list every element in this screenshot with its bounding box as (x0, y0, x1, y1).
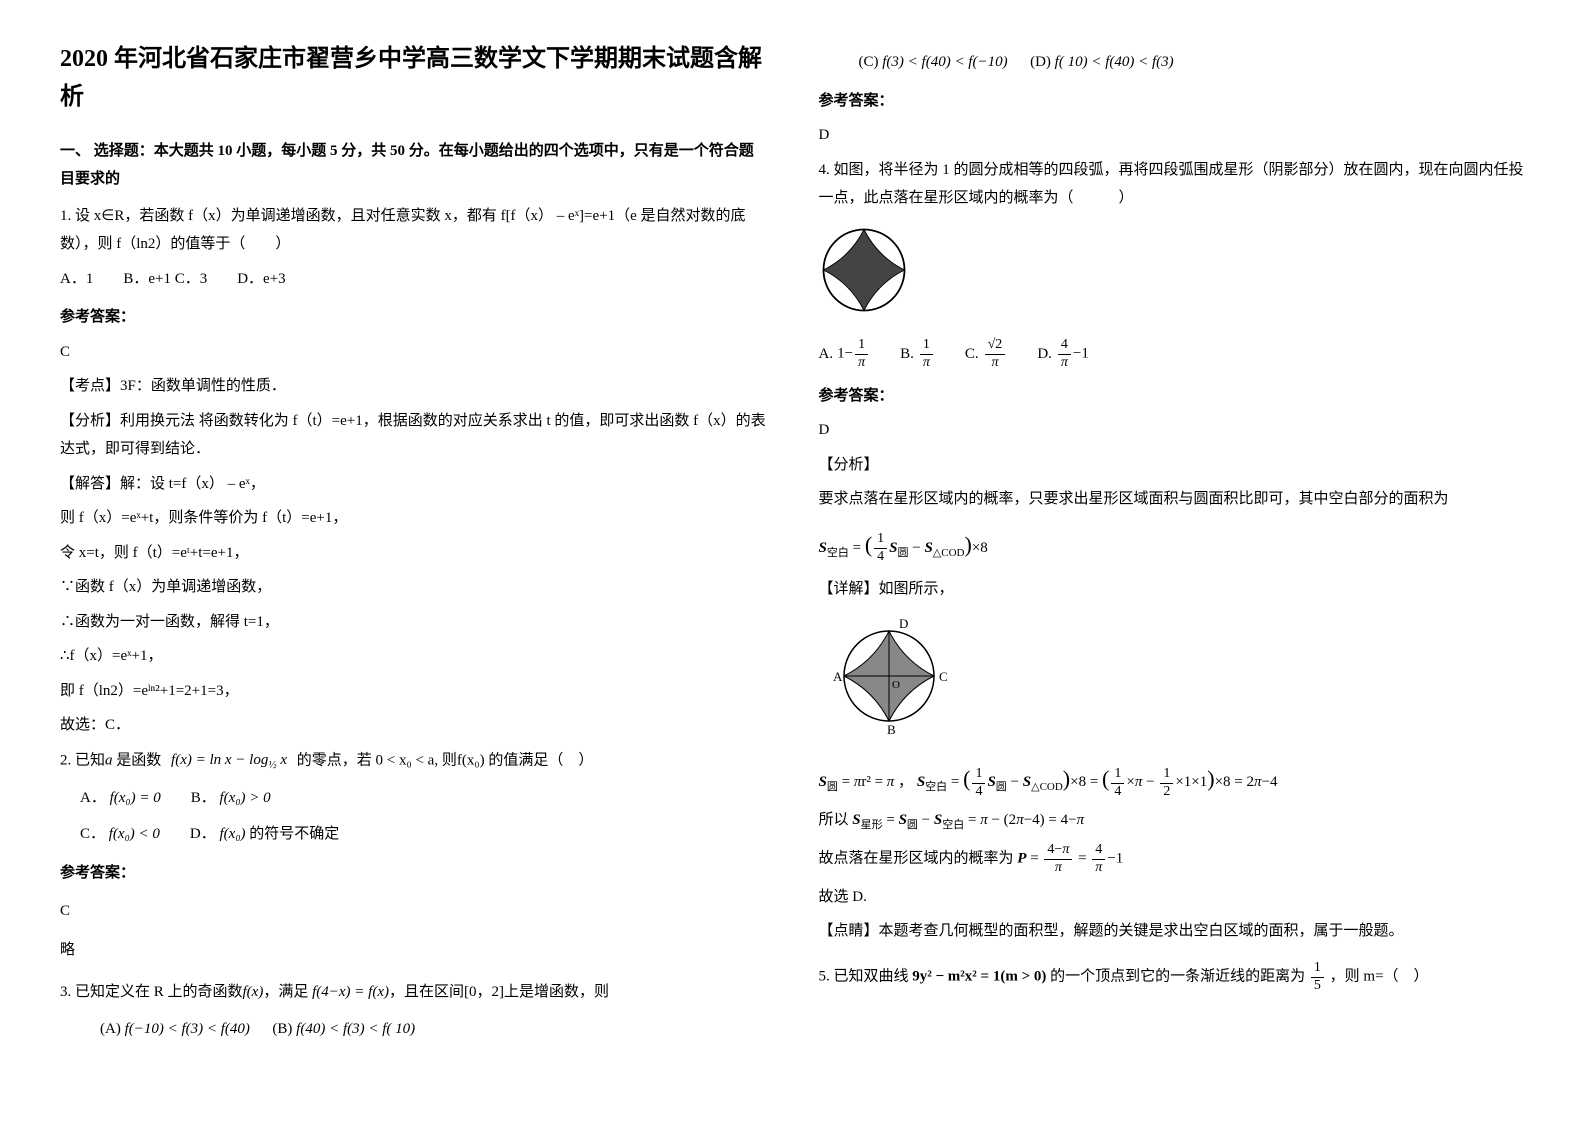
q5-prefix: 5. 已知双曲线 (819, 969, 909, 985)
q2-brief: 略 (60, 936, 769, 965)
q4-so-prefix: 所以 (819, 812, 849, 828)
exam-title: 2020 年河北省石家庄市翟营乡中学高三数学文下学期期末试题含解析 (60, 40, 769, 117)
q3-mid: ，满足 (263, 984, 308, 1000)
q1-answer: C (60, 338, 769, 367)
left-column: 2020 年河北省石家庄市翟营乡中学高三数学文下学期期末试题含解析 一、 选择题… (60, 40, 769, 1051)
q2-tail: 的值满足（ ） (488, 752, 593, 768)
q4-detail-label: 【详解】如图所示， (819, 575, 1528, 604)
q2-atext: 是函数 (116, 752, 161, 768)
q1-sol-1: 令 x=t，则 f（t）=eᵗ+t=e+1， (60, 539, 769, 568)
q1-answer-label: 参考答案： (60, 303, 769, 332)
q2-options-row1: A． f(x₀) = 0 B． f(x₀) > 0 (80, 784, 769, 813)
q5-eq: 9y² − m²x² = 1(m > 0) (912, 969, 1046, 985)
q4-hint: 【点睛】本题考查几何概型的面积型，解题的关键是求出空白区域的面积，属于一般题。 (819, 917, 1528, 946)
q1-point: 【考点】3F：函数单调性的性质． (60, 372, 769, 401)
q4-analysis-label: 【分析】 (819, 451, 1528, 480)
q3-suffix: ，且在区间[0，2]上是增函数，则 (389, 984, 609, 1000)
svg-text:B: B (887, 722, 896, 736)
q4-answer-label: 参考答案： (819, 382, 1528, 411)
q4-optC: C. √2π (965, 337, 1007, 372)
q1-sol-2: ∵函数 f（x）为单调递增函数， (60, 573, 769, 602)
q5-text: 5. 已知双曲线 9y² − m²x² = 1(m > 0) 的一个顶点到它的一… (819, 960, 1528, 995)
q4-conclusion: 故选 D. (819, 883, 1528, 912)
q3-answer-label: 参考答案： (819, 87, 1528, 116)
q4-optA: A. 1−1π (819, 337, 871, 372)
q2-optC-math: f(x₀) < 0 (109, 826, 160, 842)
q2-fx: f(x) = ln x − log½ x (171, 746, 287, 776)
q4-optD: D. 4π−1 (1037, 337, 1089, 372)
q4-text: 4. 如图，将半径为 1 的圆分成相等的四段弧，再将四段弧围成星形（阴影部分）放… (819, 156, 1528, 213)
q1-analysis: 【分析】利用换元法 将函数转化为 f（t）=e+1，根据函数的对应关系求出 t … (60, 407, 769, 464)
q4-optB: B. 1π (900, 337, 935, 372)
q1-sol-0: 则 f（x）=eˣ+t，则条件等价为 f（t）=e+1， (60, 504, 769, 533)
q3-options-row2: (C) f(3) < f(40) < f(−10) (D) f( 10) < f… (859, 48, 1528, 77)
q2-text: 2. 已知a 是函数 f(x) = ln x − log½ x 的零点，若 0 … (60, 746, 769, 776)
q2-optB-math: f(x₀) > 0 (220, 790, 271, 806)
svg-text:D: D (899, 616, 908, 631)
star-diagram (819, 225, 1528, 326)
q5-suffix: ，则 m=（ ） (1330, 969, 1429, 985)
q2-options-row2: C． f(x₀) < 0 D． f(x₀) 的符号不确定 (80, 820, 769, 849)
q3-optB: f(40) < f(3) < f( 10) (296, 1021, 415, 1037)
q2-answer: C (60, 897, 769, 926)
q3-answer: D (819, 121, 1528, 150)
q2-optD-label: D． (190, 826, 216, 842)
q1-text: 1. 设 x∈R，若函数 f（x）为单调递增函数，且对任意实数 x，都有 f[f… (60, 202, 769, 259)
q4-answer: D (819, 416, 1528, 445)
q3-text: 3. 已知定义在 R 上的奇函数f(x)，满足 f(4−x) = f(x)，且在… (60, 978, 769, 1007)
q3-optA: f(−10) < f(3) < f(40) (125, 1021, 250, 1037)
q4-formula1: S空白 = (14S圆 − S△COD)×8 (819, 524, 1528, 566)
svg-text:O: O (892, 679, 900, 691)
q4-prob-prefix: 故点落在星形区域内的概率为 (819, 851, 1014, 867)
q3-options-row1: (A) f(−10) < f(3) < f(40) (B) f(40) < f(… (100, 1015, 769, 1044)
q2-optC-label: C． (80, 826, 105, 842)
section1-header: 一、 选择题：本大题共 10 小题，每小题 5 分，共 50 分。在每小题给出的… (60, 137, 769, 194)
q1-solution-label: 【解答】解：设 t=f（x） – eˣ， (60, 470, 769, 499)
q1-sol-3: ∴函数为一对一函数，解得 t=1， (60, 608, 769, 637)
right-column: (C) f(3) < f(40) < f(−10) (D) f( 10) < f… (819, 40, 1528, 1051)
star-diagram-labeled: A C D B O (819, 616, 1528, 747)
q2-optB-label: B． (191, 790, 216, 806)
svg-text:C: C (939, 669, 948, 684)
q4-prob-line: 故点落在星形区域内的概率为 P = 4−ππ = 4π−1 (819, 842, 1528, 877)
q4-optA-label: A. (819, 340, 834, 369)
q3-optC: f(3) < f(40) < f(−10) (882, 54, 1007, 70)
q3-optB-label: (B) (272, 1021, 292, 1037)
q2-answer-label: 参考答案： (60, 859, 769, 888)
q1-options: A．1 B．e+1 C．3 D．e+3 (60, 265, 769, 294)
q4-options: A. 1−1π B. 1π C. √2π D. 4π−1 (819, 337, 1528, 372)
q4-optB-label: B. (900, 340, 914, 369)
q4-analysis: 要求点落在星形区域内的概率，只要求出星形区域面积与圆面积比即可，其中空白部分的面… (819, 485, 1528, 514)
q4-so-line: 所以 S星形 = S圆 − S空白 = π − (2π−4) = 4−π (819, 806, 1528, 836)
q3-fx: f(x) (243, 984, 264, 1000)
q2-prefix: 2. 已知 (60, 752, 105, 768)
q2-optA-label: A． (80, 790, 106, 806)
svg-text:A: A (833, 669, 843, 684)
q5-mid: 的一个顶点到它的一条渐近线的距离为 (1050, 969, 1305, 985)
q2-optA-math: f(x₀) = 0 (110, 790, 161, 806)
q2-range: 0 < x₀ < a, (376, 752, 439, 768)
q3-optD: f( 10) < f(40) < f(3) (1055, 54, 1174, 70)
q2-then: 则f(x₀) (442, 752, 485, 768)
q4-optD-label: D. (1037, 340, 1052, 369)
q3-cond: f(4−x) = f(x) (312, 984, 389, 1000)
q1-sol-4: ∴f（x）=eˣ+1， (60, 642, 769, 671)
q2-optD-math: f(x₀) (220, 826, 246, 842)
q3-optC-label: (C) (859, 54, 879, 70)
q3-prefix: 3. 已知定义在 R 上的奇函数 (60, 984, 243, 1000)
q1-sol-5: 即 f（ln2）=eˡⁿ²+1=2+1=3， (60, 677, 769, 706)
q3-optD-label: (D) (1030, 54, 1051, 70)
q4-area-line: S圆 = πr² = π ， S空白 = (14S圆 − S△COD)×8 = … (819, 758, 1528, 800)
q3-optA-label: (A) (100, 1021, 121, 1037)
q4-optC-label: C. (965, 340, 979, 369)
q2-suffix: 的零点，若 (297, 752, 372, 768)
q1-sol-6: 故选：C． (60, 711, 769, 740)
q2-optD-tail: 的符号不确定 (249, 826, 339, 842)
